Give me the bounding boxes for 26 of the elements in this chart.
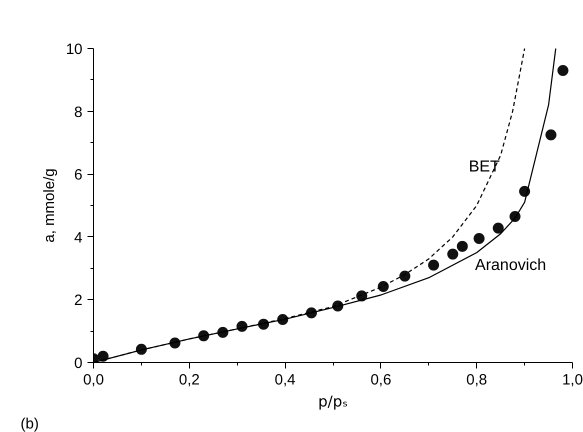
x-axis-title: p/pₛ (318, 392, 348, 410)
series-label: Aranovich (475, 257, 546, 274)
point (492, 222, 504, 234)
x-tick-label: 0,4 (274, 372, 296, 388)
y-tick-label: 10 (66, 41, 83, 58)
point (545, 129, 556, 140)
point (399, 270, 410, 282)
x-tick-label: 0,8 (466, 372, 488, 388)
point (447, 248, 458, 260)
y-tick-label: 8 (74, 104, 82, 121)
y-tick-label: 0 (74, 355, 82, 372)
point (428, 260, 440, 271)
y-axis-title: a, mmole/g (40, 168, 58, 243)
point (474, 232, 485, 244)
point (557, 64, 568, 76)
x-tick-label: 0,6 (370, 372, 392, 388)
x-tick-label: 0,0 (83, 372, 104, 388)
x-tick-label: 1,0 (562, 372, 583, 388)
x-tick-label: 0,2 (178, 372, 200, 388)
y-tick-label: 4 (74, 229, 82, 246)
series-label: BET (468, 158, 500, 176)
y-tick-label: 6 (74, 166, 82, 184)
y-tick-label: 2 (74, 292, 82, 310)
point (456, 240, 468, 252)
text: (b) (20, 416, 39, 432)
point (98, 350, 109, 362)
